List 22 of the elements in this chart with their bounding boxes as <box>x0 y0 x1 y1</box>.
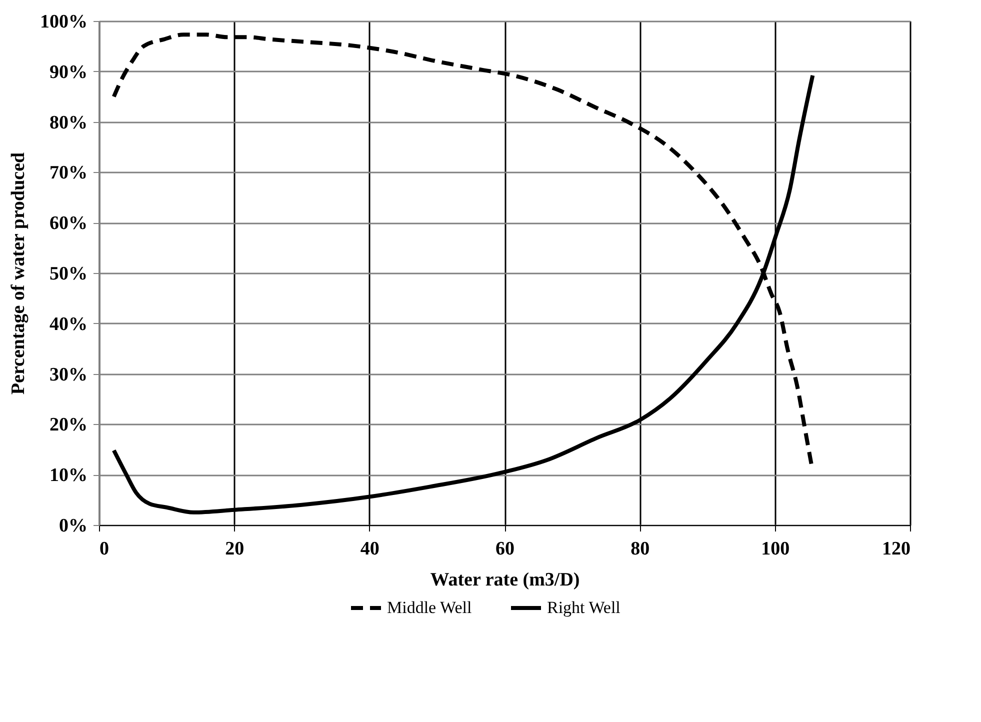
y-tick-label: 60% <box>50 213 88 234</box>
y-tick-label: 70% <box>50 162 88 184</box>
y-tick-label: 80% <box>50 112 88 134</box>
x-tick-label: 80 <box>630 538 650 560</box>
legend-label: Middle Well <box>387 598 472 617</box>
y-axis-title: Percentage of water produced <box>8 152 29 395</box>
y-tick-label: 90% <box>50 62 88 83</box>
x-axis-title: Water rate (m3/D) <box>430 570 580 590</box>
y-tick-label: 0% <box>59 516 88 536</box>
y-tick-label: 40% <box>50 314 88 335</box>
legend-label: Right Well <box>547 598 621 617</box>
x-tick-label: 120 <box>882 538 910 560</box>
y-tick-label: 50% <box>50 264 88 284</box>
y-tick-label: 20% <box>50 414 88 436</box>
x-tick-label: 100 <box>761 538 790 560</box>
x-tick-label: 40 <box>360 538 380 560</box>
x-tick-label: 20 <box>225 538 244 560</box>
x-tick-label: 0 <box>100 538 109 560</box>
y-tick-label: 10% <box>50 465 88 486</box>
x-tick-label: 60 <box>496 538 514 560</box>
y-tick-label: 30% <box>50 364 88 386</box>
y-tick-label: 100% <box>40 12 88 32</box>
